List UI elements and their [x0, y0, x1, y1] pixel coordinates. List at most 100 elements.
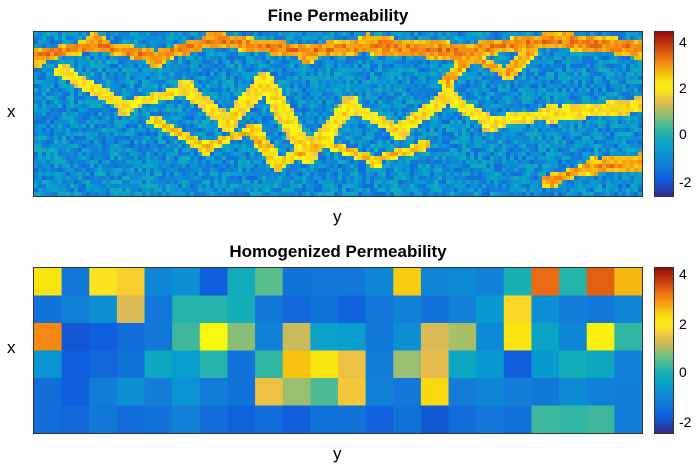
heatmap-cell: [610, 132, 615, 137]
heatmap-cell: [126, 120, 131, 125]
heatmap-cell: [438, 100, 443, 105]
heatmap-cell: [38, 108, 43, 113]
heatmap-cell: [46, 136, 51, 141]
heatmap-cell: [542, 148, 547, 153]
heatmap-cell: [570, 76, 575, 81]
heatmap-cell: [610, 112, 615, 117]
heatmap-cell: [438, 96, 443, 101]
heatmap-cell: [474, 84, 479, 89]
heatmap-cell: [638, 60, 642, 65]
heatmap-cell: [170, 96, 175, 101]
heatmap-cell: [266, 120, 271, 125]
heatmap-cell: [334, 140, 339, 145]
heatmap-cell: [418, 100, 423, 105]
heatmap-cell: [566, 144, 571, 149]
heatmap-cell: [614, 128, 619, 133]
heatmap-cell: [98, 152, 103, 157]
heatmap-cell: [50, 116, 55, 121]
heatmap-cell: [398, 136, 403, 141]
heatmap-cell: [470, 100, 475, 105]
heatmap-cell: [318, 96, 323, 101]
heatmap-cell: [418, 92, 423, 97]
heatmap-cell: [570, 140, 575, 145]
heatmap-cell: [114, 76, 119, 81]
heatmap-cell: [218, 140, 223, 145]
heatmap-cell: [442, 160, 447, 165]
heatmap-cell: [406, 144, 411, 149]
heatmap-cell: [234, 52, 239, 57]
heatmap-cell: [458, 116, 463, 121]
heatmap-cell: [526, 48, 531, 53]
heatmap-cell: [110, 92, 115, 97]
heatmap-cell: [498, 64, 503, 69]
heatmap-cell: [230, 124, 235, 129]
heatmap-cell: [406, 52, 411, 57]
heatmap-cell: [526, 36, 531, 41]
heatmap-cell: [150, 100, 155, 105]
heatmap-cell: [382, 132, 387, 137]
heatmap-cell: [58, 76, 63, 81]
heatmap-cell: [250, 120, 255, 125]
heatmap-cell: [386, 40, 391, 45]
heatmap-cell: [258, 72, 263, 77]
heatmap-cell: [178, 40, 183, 45]
heatmap-cell: [126, 136, 131, 141]
heatmap-cell: [570, 148, 575, 153]
heatmap-cell: [310, 124, 315, 129]
heatmap-cell: [434, 60, 439, 65]
heatmap-cell: [566, 36, 571, 41]
heatmap-cell: [202, 44, 207, 49]
heatmap-cell: [542, 44, 547, 49]
heatmap-cell: [70, 104, 75, 109]
heatmap-cell: [510, 156, 515, 161]
heatmap-cell: [362, 100, 367, 105]
heatmap-cell: [402, 32, 407, 37]
heatmap-cell: [578, 100, 583, 105]
heatmap-cell: [278, 36, 283, 41]
heatmap-cell: [506, 120, 511, 125]
heatmap-cell: [422, 120, 427, 125]
heatmap-cell: [606, 44, 611, 49]
heatmap-cell: [346, 92, 351, 97]
heatmap-cell: [278, 96, 283, 101]
heatmap-cell: [198, 44, 203, 49]
heatmap-cell: [602, 76, 607, 81]
heatmap-cell: [550, 116, 555, 121]
heatmap-cell: [86, 44, 91, 49]
heatmap-cell: [254, 40, 259, 45]
heatmap-cell: [454, 36, 459, 41]
heatmap-cell: [406, 124, 411, 129]
heatmap-cell: [534, 120, 539, 125]
heatmap-cell: [70, 48, 75, 53]
heatmap-cell: [42, 84, 47, 89]
heatmap-cell: [322, 152, 327, 157]
heatmap-cell: [290, 136, 295, 141]
heatmap-cell: [250, 80, 255, 85]
heatmap-cell: [350, 148, 355, 153]
heatmap-cell: [426, 84, 431, 89]
heatmap-cell: [62, 60, 67, 65]
heatmap-cell: [386, 116, 391, 121]
heatmap-cell: [494, 104, 499, 109]
heatmap-cell: [534, 112, 539, 117]
heatmap-cell: [558, 52, 563, 57]
heatmap-cell: [526, 120, 531, 125]
heatmap-cell: [590, 136, 595, 141]
heatmap-cell: [610, 156, 615, 161]
heatmap-cell: [330, 52, 335, 57]
heatmap-cell: [486, 72, 491, 77]
heatmap-cell: [398, 84, 403, 89]
heatmap-cell: [226, 56, 231, 61]
heatmap-cell: [330, 80, 335, 85]
heatmap-cell: [422, 140, 427, 145]
heatmap-cell: [546, 120, 551, 125]
heatmap-cell: [274, 64, 279, 69]
heatmap-cell: [362, 136, 367, 141]
heatmap-cell: [326, 132, 331, 137]
heatmap-cell: [34, 116, 39, 121]
heatmap-cell: [70, 80, 75, 85]
heatmap-cell: [114, 92, 119, 97]
heatmap-cell: [414, 52, 419, 57]
heatmap-cell: [70, 96, 75, 101]
heatmap-cell: [454, 156, 459, 161]
